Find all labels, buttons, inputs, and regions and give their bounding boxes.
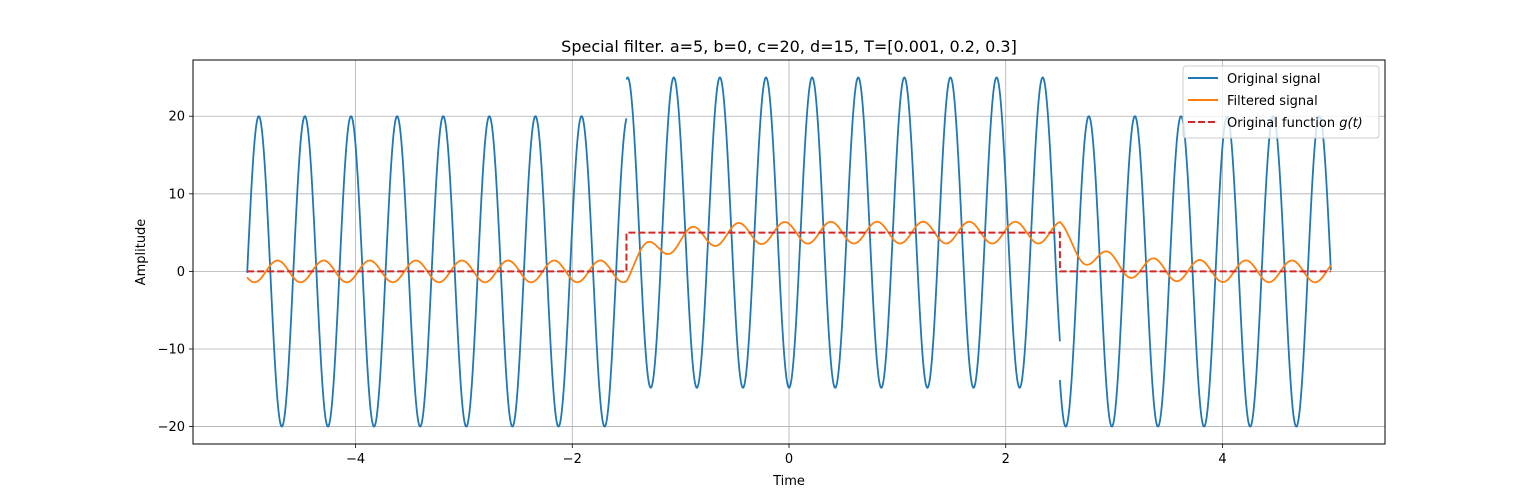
legend-label-g-text: Original function [1227,116,1339,131]
original-signal-line [1059,115,1332,428]
y-tick-label: −20 [158,420,185,435]
y-tick-label: 20 [168,110,185,125]
y-tick-label: 10 [168,187,185,202]
chart-title: Special filter. a=5, b=0, c=20, d=15, T=… [561,37,1017,56]
x-tick-label: 0 [785,452,793,467]
x-tick-label: 2 [1002,452,1010,467]
original-signal-line [246,115,628,428]
original-function-line [247,231,1331,273]
y-axis-label: Amplitude [134,219,149,286]
x-tick-label: 4 [1218,452,1226,467]
y-axis: −20 −10 0 10 20 [158,110,193,435]
series-layer [246,76,1332,428]
x-axis-label: Time [772,474,805,489]
legend-label-original: Original signal [1227,72,1320,87]
legend-label-g: Original function g(t) [1227,116,1363,131]
y-tick-label: −10 [158,342,185,357]
x-tick-label: −2 [563,452,582,467]
legend-box [1182,65,1380,139]
original-signal-line [625,76,1061,389]
x-tick-label: −4 [346,452,365,467]
legend-label-g-math: g(t) [1339,116,1363,131]
legend-label-filtered: Filtered signal [1227,94,1318,109]
legend: Original signal Filtered signal Original… [1182,65,1380,139]
y-tick-label: 0 [177,265,185,280]
x-axis: −4 −2 0 2 4 [346,444,1227,467]
